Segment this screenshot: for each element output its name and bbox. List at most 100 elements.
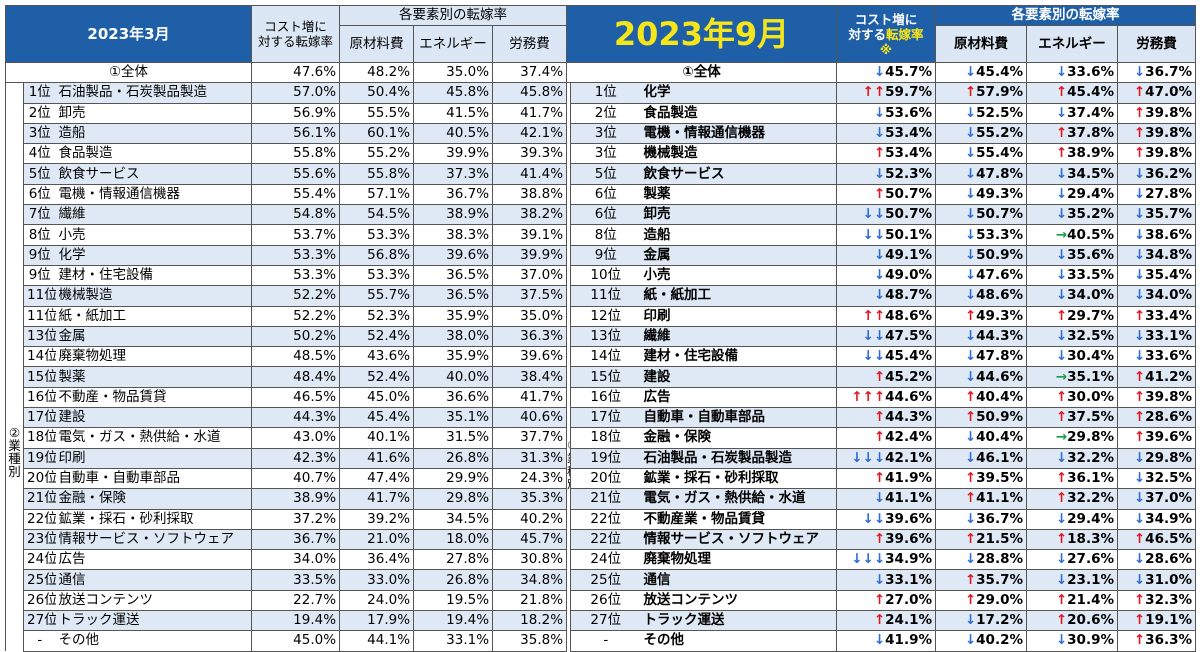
value-energy: 26.8%	[413, 569, 494, 591]
value-materials: 43.6%	[339, 346, 415, 368]
rank-cell: 9位	[23, 244, 56, 266]
value-energy: ↓34.5%	[1026, 163, 1118, 185]
trend-arrow-icon: ↓	[873, 246, 886, 263]
trend-arrow-icon: ↓	[964, 287, 977, 304]
value-energy: ↓37.4%	[1026, 102, 1118, 124]
table-row: - その他 45.0% 44.1% 33.1% 35.8%	[6, 630, 568, 652]
value-labor: ↓34.9%	[1116, 508, 1197, 530]
trend-arrow-icon: ↑	[873, 591, 886, 608]
industry-name: 廃棄物処理	[55, 346, 253, 368]
value-cost: ↓↓39.6%	[836, 508, 936, 530]
value-materials: ↓46.1%	[935, 447, 1027, 469]
industry-name: 広告	[55, 549, 253, 571]
rank-cell: 19位	[570, 447, 641, 469]
value: 48.6%	[976, 287, 1023, 304]
value-materials: ↑50.9%	[935, 407, 1027, 429]
value: 38.9%	[1067, 145, 1114, 162]
rank-cell: 10位	[570, 264, 641, 287]
value-materials: 33.0%	[339, 569, 415, 591]
industry-name: 金融・保険	[640, 427, 837, 449]
value-cost: 56.1%	[251, 122, 341, 145]
trend-arrow-icon: ↓↓	[862, 510, 886, 527]
industry-name: 自動車・自動車部品	[55, 467, 253, 490]
rank-cell: 11位	[23, 285, 56, 307]
value: 40.2%	[976, 632, 1023, 649]
value-cost: 50.2%	[251, 325, 341, 348]
value-cost: 19.4%	[251, 610, 341, 632]
industry-name: 鉱業・採石・砂利採取	[640, 467, 837, 490]
value-labor: 35.3%	[492, 488, 568, 510]
rank-cell: 24位	[23, 549, 56, 571]
value: 57.9%	[976, 84, 1023, 101]
table-row: 14位 建材・住宅設備 ↓↓45.4% ↓47.8% ↓30.4% ↓33.6%	[567, 346, 1197, 368]
value: 34.9%	[1145, 510, 1193, 527]
value-materials: 45.4%	[339, 407, 415, 429]
value: 20.6%	[1067, 612, 1114, 629]
value: 32.2%	[1067, 490, 1114, 507]
value: 50.9%	[976, 246, 1023, 263]
trend-arrow-icon: ↓	[1133, 328, 1146, 344]
value-materials: 60.1%	[339, 122, 415, 145]
value-energy: 38.0%	[413, 325, 494, 348]
industry-name: 情報サービス・ソフトウェア	[640, 528, 837, 551]
trend-arrow-icon: ↓	[1133, 348, 1146, 365]
trend-arrow-icon: ↓	[1133, 571, 1146, 588]
table-row: 2位 卸売 56.9% 55.5% 41.5% 41.7%	[6, 102, 568, 124]
value-labor: 34.8%	[492, 569, 568, 591]
trend-arrow-icon: ↑	[873, 470, 886, 487]
trend-arrow-icon: ↑	[1133, 612, 1146, 629]
right-cost-header: コスト増に 対する転嫁率 ※	[836, 5, 936, 63]
value: 46.1%	[976, 449, 1023, 466]
trend-arrow-icon: ↓	[1055, 328, 1068, 344]
value: 53.4%	[885, 125, 932, 142]
value-cost: ↑↑59.7%	[836, 82, 936, 104]
value-materials: 55.5%	[339, 102, 415, 124]
value-cost: ↑50.7%	[836, 183, 936, 206]
value-materials: 17.9%	[339, 610, 415, 632]
value-labor: ↑36.3%	[1116, 630, 1197, 652]
value-labor: ↓29.8%	[1116, 447, 1197, 469]
value: 33.4%	[1145, 307, 1193, 324]
table-row: 3位 造船 56.1% 60.1% 40.5% 42.1%	[6, 122, 568, 145]
trend-arrow-icon: ↑	[1055, 612, 1068, 629]
trend-arrow-icon: ↓	[1133, 449, 1146, 466]
trend-arrow-icon: ↓	[964, 551, 977, 568]
value-labor: 30.8%	[492, 549, 568, 571]
industry-name: 不動産業・物品賃貸	[640, 508, 837, 530]
trend-arrow-icon: ↓	[964, 145, 977, 162]
rank-cell: 13位	[570, 325, 641, 348]
value: 49.3%	[976, 307, 1023, 324]
industry-name: 石油製品・石炭製品製造	[640, 447, 837, 469]
value-labor: ↑47.0%	[1116, 82, 1197, 104]
value-energy: ↑37.8%	[1026, 122, 1118, 145]
value-materials: ↓55.2%	[935, 122, 1027, 145]
rank-cell: 9位	[570, 244, 641, 266]
value-energy: 34.5%	[413, 508, 494, 530]
trend-arrow-icon: ↑	[873, 145, 886, 162]
rank-cell: 19位	[23, 447, 56, 469]
right-total-labor: ↓36.7%	[1116, 61, 1197, 84]
value-cost: ↓52.3%	[836, 163, 936, 185]
industry-name: 電機・情報通信機器	[640, 122, 837, 145]
value: 28.8%	[976, 551, 1023, 568]
table-row: 17位 建設 44.3% 45.4% 35.1% 40.6%	[6, 407, 568, 429]
value-labor: ↓38.6%	[1116, 224, 1197, 246]
industry-name: 繊維	[55, 204, 253, 226]
trend-arrow-icon: ↓	[1133, 287, 1146, 304]
value-labor: ↑32.3%	[1116, 589, 1197, 612]
value-cost: ↑41.9%	[836, 467, 936, 490]
industry-name: 印刷	[640, 305, 837, 327]
value-energy: 27.8%	[413, 549, 494, 571]
trend-arrow-icon: ↓	[1055, 267, 1068, 284]
value: 46.5%	[1145, 530, 1193, 547]
rank-cell: 22位	[570, 528, 641, 551]
trend-arrow-icon: ↑	[1133, 591, 1146, 608]
value: 24.1%	[885, 612, 932, 629]
value: 39.6%	[1145, 429, 1193, 446]
table-row: ②業種別1位化学↑↑59.7%↑57.9%↑45.4%↑47.0%	[566, 82, 1197, 652]
value: 30.9%	[1067, 632, 1114, 649]
value: 29.0%	[976, 591, 1023, 608]
value-labor: ↑39.6%	[1116, 427, 1197, 449]
left-total-labor: 37.4%	[492, 61, 568, 84]
